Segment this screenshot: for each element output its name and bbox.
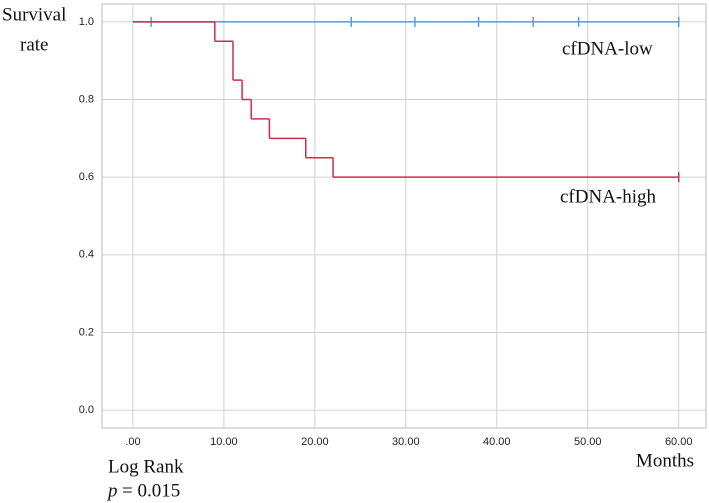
y-axis-label: rate <box>20 34 48 55</box>
y-tick-label: 0.2 <box>79 326 94 338</box>
x-tick-label: 60.00 <box>665 436 693 448</box>
x-tick-label: .00 <box>125 436 140 448</box>
x-tick-label: 30.00 <box>392 436 420 448</box>
y-axis-label: Survival <box>2 4 66 25</box>
plot-frame <box>101 3 707 429</box>
x-tick-label: 50.00 <box>574 436 602 448</box>
x-tick-label: 20.00 <box>301 436 329 448</box>
p-value: = 0.015 <box>122 480 180 501</box>
x-tick-label: 10.00 <box>210 436 238 448</box>
p-symbol: p <box>106 480 118 501</box>
y-tick-label: 0.8 <box>79 93 94 105</box>
series-label: cfDNA-low <box>562 38 653 59</box>
y-tick-label: 0.0 <box>79 404 94 416</box>
y-tick-label: 0.4 <box>79 249 94 261</box>
series-label: cfDNA-high <box>560 186 657 207</box>
y-tick-label: 0.6 <box>79 171 94 183</box>
x-axis-label: Months <box>636 450 694 471</box>
test-name: Log Rank <box>108 456 184 477</box>
x-tick-label: 40.00 <box>483 436 511 448</box>
y-tick-label: 1.0 <box>79 16 94 28</box>
